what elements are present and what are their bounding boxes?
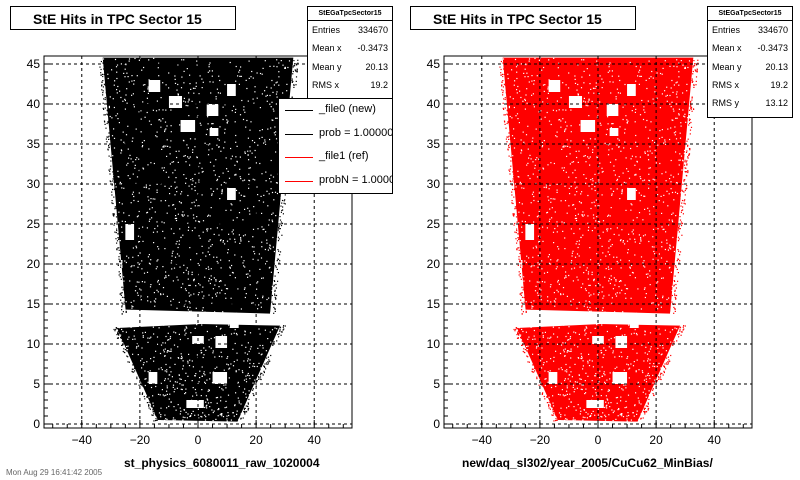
dead-region <box>230 320 239 328</box>
y-tick-label: 40 <box>427 97 441 111</box>
dead-region <box>607 104 619 116</box>
y-tick-label: 20 <box>427 257 441 271</box>
legend: _file0 (new) prob = 1.000000 _file1 (ref… <box>278 98 393 194</box>
legend-entry: probN = 1.000000 <box>279 170 392 194</box>
y-tick-label: 5 <box>433 377 440 391</box>
x-tick-label: 0 <box>595 433 602 447</box>
y-tick-label: 40 <box>27 97 41 111</box>
x-tick-label: 20 <box>249 433 263 447</box>
legend-line-file1 <box>285 157 313 158</box>
right-stats-rms-x: RMS x 19.2 <box>708 76 792 94</box>
dead-region <box>186 400 203 408</box>
y-tick-label: 45 <box>427 57 441 71</box>
left-x-axis-title: st_physics_6080011_raw_1020004 <box>124 456 320 470</box>
right-plot-title: StE Hits in TPC Sector 15 <box>410 6 636 30</box>
dead-region <box>181 120 196 132</box>
left-stats-entries: Entries 334670 <box>308 21 392 39</box>
legend-line-prob <box>285 134 313 135</box>
y-tick-label: 35 <box>27 137 41 151</box>
hit-region-outer <box>503 58 694 314</box>
right-stats-box: StEGaTpcSector15 Entries 334670 Mean x -0.… <box>707 6 793 118</box>
y-tick-label: 0 <box>433 417 440 431</box>
dead-region <box>207 104 219 116</box>
dead-region <box>525 224 534 240</box>
dead-region <box>227 84 236 96</box>
dead-region <box>149 372 158 384</box>
right-stats-mean-x: Mean x -0.3473 <box>708 39 792 57</box>
legend-label: _file0 (new) <box>319 103 376 115</box>
right-stats-header: StEGaTpcSector15 <box>708 7 792 21</box>
y-tick-label: 25 <box>427 217 441 231</box>
legend-label: _file1 (ref) <box>319 150 369 162</box>
y-tick-label: 35 <box>427 137 441 151</box>
right-x-axis-title: new/daq_sl302/year_2005/CuCu62_MinBias/ <box>462 456 713 470</box>
x-tick-label: −40 <box>472 433 493 447</box>
left-stats-box: StEGaTpcSector15 Entries 334670 Mean x -0.… <box>307 6 393 101</box>
dead-region <box>630 320 639 328</box>
left-plot-title: StE Hits in TPC Sector 15 <box>10 6 236 30</box>
dead-region <box>169 96 182 108</box>
left-stats-mean-x: Mean x -0.3473 <box>308 39 392 57</box>
legend-label: prob = 1.000000 <box>319 127 393 139</box>
footer-timestamp: Mon Aug 29 16:41:42 2005 <box>6 468 102 477</box>
y-tick-label: 25 <box>27 217 41 231</box>
x-tick-label: 40 <box>708 433 722 447</box>
dead-region <box>549 80 561 92</box>
hit-region-outer <box>103 58 294 314</box>
legend-line-probN <box>285 181 313 182</box>
dead-region <box>215 336 227 348</box>
y-tick-label: 15 <box>27 297 41 311</box>
right-stats-mean-y: Mean y 20.13 <box>708 58 792 76</box>
dead-region <box>549 372 558 384</box>
x-tick-label: −20 <box>130 433 151 447</box>
legend-entry: _file0 (new) <box>279 99 392 123</box>
right-stats-rms-y: RMS y 13.12 <box>708 94 792 112</box>
dead-region <box>613 372 628 384</box>
y-tick-label: 30 <box>427 177 441 191</box>
dead-region <box>227 188 236 200</box>
legend-line-file0 <box>285 110 313 111</box>
left-stats-mean-y: Mean y 20.13 <box>308 58 392 76</box>
y-tick-label: 10 <box>27 337 41 351</box>
dead-region <box>610 128 619 136</box>
dead-region <box>586 400 603 408</box>
y-tick-label: 45 <box>27 57 41 71</box>
dead-region <box>125 224 134 240</box>
x-tick-label: 40 <box>308 433 322 447</box>
y-tick-label: 5 <box>33 377 40 391</box>
x-tick-label: 20 <box>649 433 663 447</box>
dead-region <box>627 84 636 96</box>
x-tick-label: 0 <box>195 433 202 447</box>
left-stats-header: StEGaTpcSector15 <box>308 7 392 21</box>
dead-region <box>213 372 228 384</box>
y-tick-label: 15 <box>427 297 441 311</box>
right-stats-entries: Entries 334670 <box>708 21 792 39</box>
y-tick-label: 10 <box>427 337 441 351</box>
legend-label: probN = 1.000000 <box>319 174 393 186</box>
legend-entry: prob = 1.000000 <box>279 123 392 147</box>
dead-region <box>569 96 582 108</box>
dead-region <box>627 188 636 200</box>
left-stats-rms-x: RMS x 19.2 <box>308 76 392 94</box>
legend-entry: _file1 (ref) <box>279 146 392 170</box>
dead-region <box>149 80 161 92</box>
y-tick-label: 30 <box>27 177 41 191</box>
dead-region <box>581 120 596 132</box>
dead-region <box>615 336 627 348</box>
x-tick-label: −20 <box>530 433 551 447</box>
x-tick-label: −40 <box>72 433 93 447</box>
y-tick-label: 0 <box>33 417 40 431</box>
dead-region <box>210 128 219 136</box>
y-tick-label: 20 <box>27 257 41 271</box>
